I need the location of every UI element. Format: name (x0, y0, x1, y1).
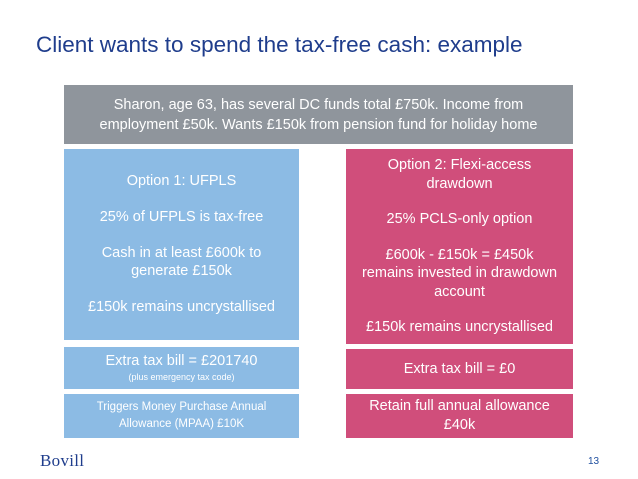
option-2-consequence-box: Retain full annual allowance £40k (346, 394, 573, 438)
option-1-consequence-line-1: Triggers Money Purchase Annual (96, 401, 267, 414)
option-1-point-2-line-1: Cash in at least £600k to (101, 244, 262, 261)
option-2-point-2-line-3: account (434, 283, 485, 300)
option-2-tax-bill: Extra tax bill = £0 (403, 361, 516, 377)
option-2-point-2-line-1: £600k - £150k = £450k (385, 246, 534, 263)
option-2-consequence-line-2: £40k (443, 417, 476, 433)
option-1-consequence-box: Triggers Money Purchase Annual Allowance… (64, 394, 299, 438)
scenario-box: Sharon, age 63, has several DC funds tot… (64, 85, 573, 144)
option-2-heading-line-2: drawdown (426, 175, 493, 192)
page-number: 13 (588, 456, 600, 467)
option-1-point-2-line-2: generate £150k (131, 263, 232, 280)
bovill-logo: Bovill (40, 451, 85, 470)
option-1-tax-note: (plus emergency tax code) (128, 372, 235, 383)
option-2-consequence-line-1: Retain full annual allowance (369, 398, 550, 415)
option-2-tax-box: Extra tax bill = £0 (346, 349, 573, 389)
option-2-heading-line-1: Option 2: Flexi-access (387, 157, 532, 174)
option-1-box: Option 1: UFPLS 25% of UFPLS is tax-free… (64, 149, 299, 340)
option-1-heading: Option 1: UFPLS (126, 172, 237, 189)
option-1-point-3: £150k remains uncrystallised (88, 299, 275, 316)
option-1-tax-box: Extra tax bill = £201740 (plus emergency… (64, 347, 299, 389)
option-2-point-1: 25% PCLS-only option (386, 211, 533, 228)
scenario-line-2: employment £50k. Wants £150k from pensio… (99, 116, 538, 133)
scenario-line-1: Sharon, age 63, has several DC funds tot… (113, 96, 524, 113)
option-2-point-2-line-2: remains invested in drawdown (361, 265, 558, 282)
option-1-tax-bill: Extra tax bill = £201740 (105, 352, 258, 369)
slide-title: Client wants to spend the tax-free cash:… (36, 32, 523, 57)
option-2-box: Option 2: Flexi-access drawdown 25% PCLS… (346, 149, 573, 344)
option-1-consequence-line-2: Allowance (MPAA) £10K (118, 418, 245, 430)
option-1-point-1: 25% of UFPLS is tax-free (99, 208, 264, 225)
option-2-point-3: £150k remains uncrystallised (366, 319, 553, 336)
